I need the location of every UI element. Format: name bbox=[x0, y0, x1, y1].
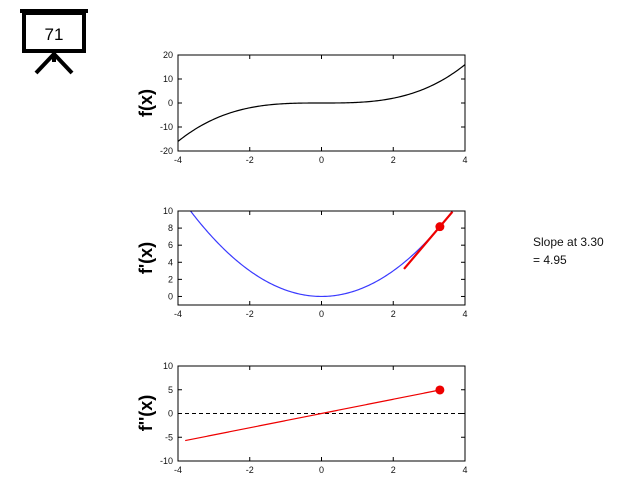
y-tick-label: 2 bbox=[168, 274, 173, 284]
y-tick-label: 20 bbox=[163, 50, 173, 60]
fprime-plot-frame bbox=[177, 210, 466, 306]
fprime-plot-series-line bbox=[189, 211, 454, 298]
presentation-board-icon: 71 bbox=[20, 9, 88, 75]
y-tick-label: 6 bbox=[168, 240, 173, 250]
slope-annotation-line2: = 4.95 bbox=[533, 253, 567, 267]
x-tick-label: 4 bbox=[462, 309, 467, 319]
slope-annotation: Slope at 3.30 = 4.95 bbox=[533, 233, 604, 269]
y-tick-label: -10 bbox=[160, 456, 173, 466]
x-tick-label: -4 bbox=[174, 155, 182, 165]
x-tick-label: 4 bbox=[462, 155, 467, 165]
x-tick-label: 0 bbox=[319, 309, 324, 319]
tangent-line bbox=[403, 211, 454, 270]
x-tick-label: -2 bbox=[246, 465, 254, 475]
y-tick-label: -20 bbox=[160, 146, 173, 156]
x-tick-label: 2 bbox=[391, 155, 396, 165]
f-plot-y-axis-label: f(x) bbox=[136, 89, 156, 117]
x-tick-label: -4 bbox=[174, 465, 182, 475]
y-tick-label: 0 bbox=[168, 98, 173, 108]
x-tick-label: -2 bbox=[246, 155, 254, 165]
y-tick-label: 10 bbox=[163, 361, 173, 371]
y-tick-label: 0 bbox=[168, 409, 173, 419]
fsecond-plot-marker-point bbox=[435, 385, 445, 395]
fsecond-plot: -4 -2 0 2 4 -10 -5 0 5 10 f''(x) bbox=[136, 361, 468, 475]
fprime-plot-y-axis-label: f'(x) bbox=[136, 242, 156, 274]
x-tick-label: -4 bbox=[174, 309, 182, 319]
x-tick-label: 2 bbox=[391, 309, 396, 319]
badge-number: 71 bbox=[45, 25, 64, 44]
x-tick-label: 2 bbox=[391, 465, 396, 475]
fsecond-plot-series-line bbox=[185, 389, 441, 442]
y-tick-label: 4 bbox=[168, 257, 173, 267]
y-tick-label: 0 bbox=[168, 291, 173, 301]
fsecond-plot-y-axis-label: f''(x) bbox=[136, 395, 156, 432]
y-tick-label: 10 bbox=[163, 206, 173, 216]
x-tick-label: 4 bbox=[462, 465, 467, 475]
f-plot-series-line bbox=[178, 64, 465, 142]
y-tick-label: 8 bbox=[168, 223, 173, 233]
y-tick-label: -10 bbox=[160, 122, 173, 132]
y-tick-label: 5 bbox=[168, 385, 173, 395]
x-tick-label: 0 bbox=[319, 465, 324, 475]
fprime-plot-marker-point bbox=[435, 222, 445, 232]
x-tick-label: -2 bbox=[246, 309, 254, 319]
y-tick-label: 10 bbox=[163, 74, 173, 84]
fprime-plot: -4 -2 0 2 4 0 2 4 6 8 10 f'(x) bbox=[136, 206, 468, 319]
y-tick-label: -5 bbox=[165, 432, 173, 442]
slope-annotation-line1: Slope at 3.30 bbox=[533, 235, 604, 249]
x-tick-label: 0 bbox=[319, 155, 324, 165]
